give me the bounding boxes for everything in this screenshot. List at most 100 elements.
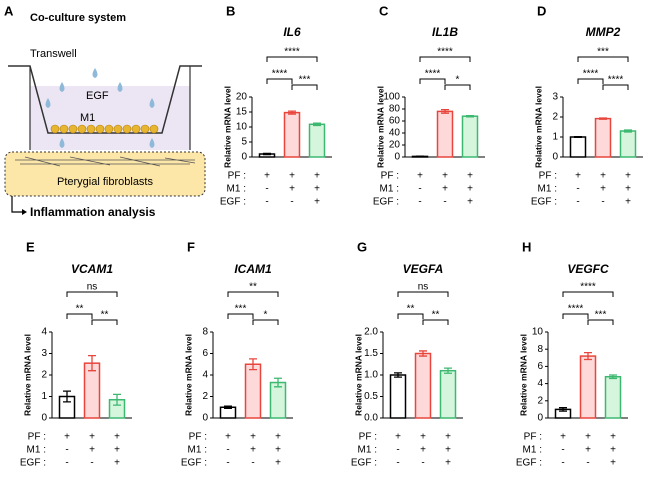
y-tick-label: 1.5 (364, 348, 378, 359)
bar (604, 375, 622, 419)
condition-label: EGF : (20, 458, 46, 469)
error-bar (624, 129, 632, 133)
y-tick-label: 15 (236, 107, 248, 118)
significance-label: **** (580, 282, 596, 293)
significance-label: **** (583, 69, 599, 80)
condition-sign: - (65, 445, 68, 456)
condition-sign: + (610, 445, 616, 456)
bar (283, 111, 301, 158)
error-bar (113, 393, 121, 406)
y-tick-label: 100 (383, 92, 400, 103)
bar (619, 130, 637, 158)
condition-label: PF : (539, 171, 557, 182)
chart-title: VEGFC (567, 262, 609, 276)
condition-sign: + (445, 458, 451, 469)
significance-label: **** (437, 47, 453, 58)
condition-sign: + (467, 197, 473, 208)
condition-sign: + (225, 432, 231, 443)
significance-bracket (577, 56, 629, 62)
bar (269, 381, 287, 419)
condition-sign: + (467, 184, 473, 195)
significance-label: **** (425, 69, 441, 80)
condition-sign: + (314, 197, 320, 208)
diagram-title: Co-culture system (30, 12, 126, 24)
significance-bracket (266, 56, 318, 62)
error-bar (313, 122, 321, 127)
significance-bracket (227, 291, 279, 297)
y-axis-label: Relative mRNA level (518, 334, 528, 416)
significance-label: *** (595, 310, 607, 321)
significance-bracket (602, 84, 629, 90)
chart-title: IL6 (283, 25, 301, 39)
significance-bracket (444, 84, 471, 90)
significance-bracket (66, 291, 118, 297)
condition-sign: + (625, 184, 631, 195)
condition-label: EGF : (531, 197, 557, 208)
y-tick-label: 8 (202, 327, 208, 338)
y-tick-label: 0.5 (364, 391, 378, 402)
panel-label: C (379, 3, 389, 18)
y-tick-label: 2 (537, 395, 543, 406)
m1-label: M1 (80, 112, 95, 124)
condition-label: M1 : (188, 445, 207, 456)
condition-sign: + (560, 432, 566, 443)
bar (569, 136, 587, 158)
significance-label: **** (608, 75, 624, 86)
condition-label: M1 : (523, 445, 542, 456)
significance-bracket (252, 319, 279, 325)
y-tick-label: 2.0 (364, 327, 378, 338)
error-bar (416, 155, 424, 158)
bar (389, 374, 407, 419)
significance-label: **** (272, 69, 288, 80)
significance-label: ** (76, 304, 84, 315)
condition-sign: + (585, 432, 591, 443)
significance-label: ** (407, 304, 415, 315)
error-bar (559, 407, 567, 412)
significance-bracket (291, 84, 318, 90)
condition-label: EGF : (220, 197, 246, 208)
condition-sign: + (264, 171, 270, 182)
significance-label: ** (249, 282, 257, 293)
condition-sign: - (396, 458, 399, 469)
condition-sign: - (290, 197, 293, 208)
y-tick-label: 2 (552, 112, 558, 123)
error-bar (574, 135, 582, 139)
significance-bracket (419, 56, 471, 62)
significance-bracket (562, 291, 614, 297)
transwell-insert (8, 65, 202, 134)
significance-label: *** (597, 47, 609, 58)
egf-label: EGF (86, 90, 109, 102)
bar (461, 115, 479, 158)
condition-sign: + (445, 445, 451, 456)
panel-a: A Co-culture system Transwell EGF M1 Pte… (4, 3, 206, 219)
analysis-label: Inflammation analysis (30, 205, 156, 219)
condition-sign: - (576, 184, 579, 195)
y-axis-label: Relative mRNA level (183, 334, 193, 416)
y-tick-label: 2 (202, 391, 208, 402)
panel-label: D (537, 3, 546, 18)
condition-label: M1 : (380, 184, 399, 195)
significance-label: *** (299, 75, 311, 86)
panel-label: H (522, 239, 531, 254)
bar (83, 362, 101, 419)
y-axis-label: Relative mRNA level (375, 86, 385, 168)
chart-title: IL1B (432, 25, 458, 39)
condition-label: M1 : (227, 184, 246, 195)
condition-sign: - (601, 197, 604, 208)
condition-sign: - (586, 458, 589, 469)
significance-bracket (422, 319, 449, 325)
significance-bracket (397, 313, 424, 319)
significance-bracket (266, 78, 293, 84)
egf-drops (45, 68, 155, 148)
condition-sign: + (610, 458, 616, 469)
error-bar (274, 377, 282, 388)
condition-sign: + (600, 184, 606, 195)
error-bar (444, 367, 452, 374)
chart-title: VEGFA (403, 262, 444, 276)
significance-label: **** (568, 304, 584, 315)
y-tick-label: 60 (389, 116, 401, 127)
transwell-label: Transwell (30, 48, 77, 60)
y-tick-label: 80 (389, 104, 401, 115)
y-tick-label: 20 (236, 92, 248, 103)
y-axis-label: Relative mRNA level (353, 334, 363, 416)
